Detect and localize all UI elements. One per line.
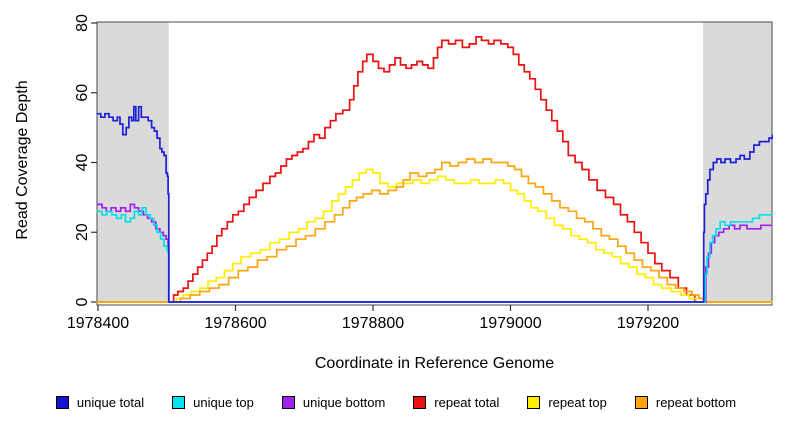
y-tick-label: 60 [74, 84, 91, 102]
legend-item-repeat-bottom: repeat bottom [634, 395, 737, 410]
y-tick-label: 40 [74, 154, 91, 172]
legend-swatch-unique-total [55, 396, 69, 409]
legend-swatch-repeat-top [527, 396, 541, 409]
legend-item-repeat-total: repeat total [413, 395, 499, 410]
legend-swatch-repeat-total [413, 396, 427, 409]
series-unique-total-line [96, 105, 773, 303]
y-tick-label: 20 [74, 223, 91, 241]
legend-item-unique-total: unique total [55, 395, 145, 410]
x-tick-label: 1978600 [204, 315, 266, 332]
legend-label: unique bottom [302, 395, 386, 410]
legend-swatch-unique-bottom [281, 396, 295, 409]
legend-label: unique top [193, 395, 254, 410]
y-tick-label: 80 [74, 14, 91, 32]
y-axis-title: Read Coverage Depth [14, 80, 31, 240]
x-tick-label: 1979200 [617, 315, 679, 332]
plot-border [96, 21, 773, 306]
x-axis: 1978400 1978600 1978800 1979000 1979200 [67, 305, 679, 332]
y-tick-label: 0 [74, 297, 91, 306]
y-axis: 0 20 40 60 80 [74, 14, 97, 306]
legend-label: repeat total [434, 395, 500, 410]
x-tick-label: 1979000 [479, 315, 541, 332]
legend-label: repeat bottom [655, 395, 737, 410]
legend-item-repeat-top: repeat top [527, 395, 607, 410]
x-tick-label: 1978400 [67, 315, 129, 332]
legend-item-unique-bottom: unique bottom [281, 395, 386, 410]
legend-label: repeat top [548, 395, 607, 410]
shaded-region-left-flank [96, 22, 169, 302]
legend: unique total unique top unique bottom repea… [0, 395, 792, 410]
series-repeat-top-line [96, 168, 773, 303]
legend-label: unique total [76, 395, 145, 410]
legend-swatch-unique-top [172, 396, 186, 409]
x-tick-label: 1978800 [342, 315, 404, 332]
legend-item-unique-top: unique top [172, 395, 254, 410]
series-repeat-total-line [96, 36, 773, 303]
series-unique-top-line [96, 206, 773, 303]
legend-swatch-repeat-bottom [634, 396, 648, 409]
series-group [96, 36, 773, 303]
series-repeat-bottom-line [96, 158, 773, 303]
x-axis-title: Coordinate in Reference Genome [314, 355, 555, 372]
